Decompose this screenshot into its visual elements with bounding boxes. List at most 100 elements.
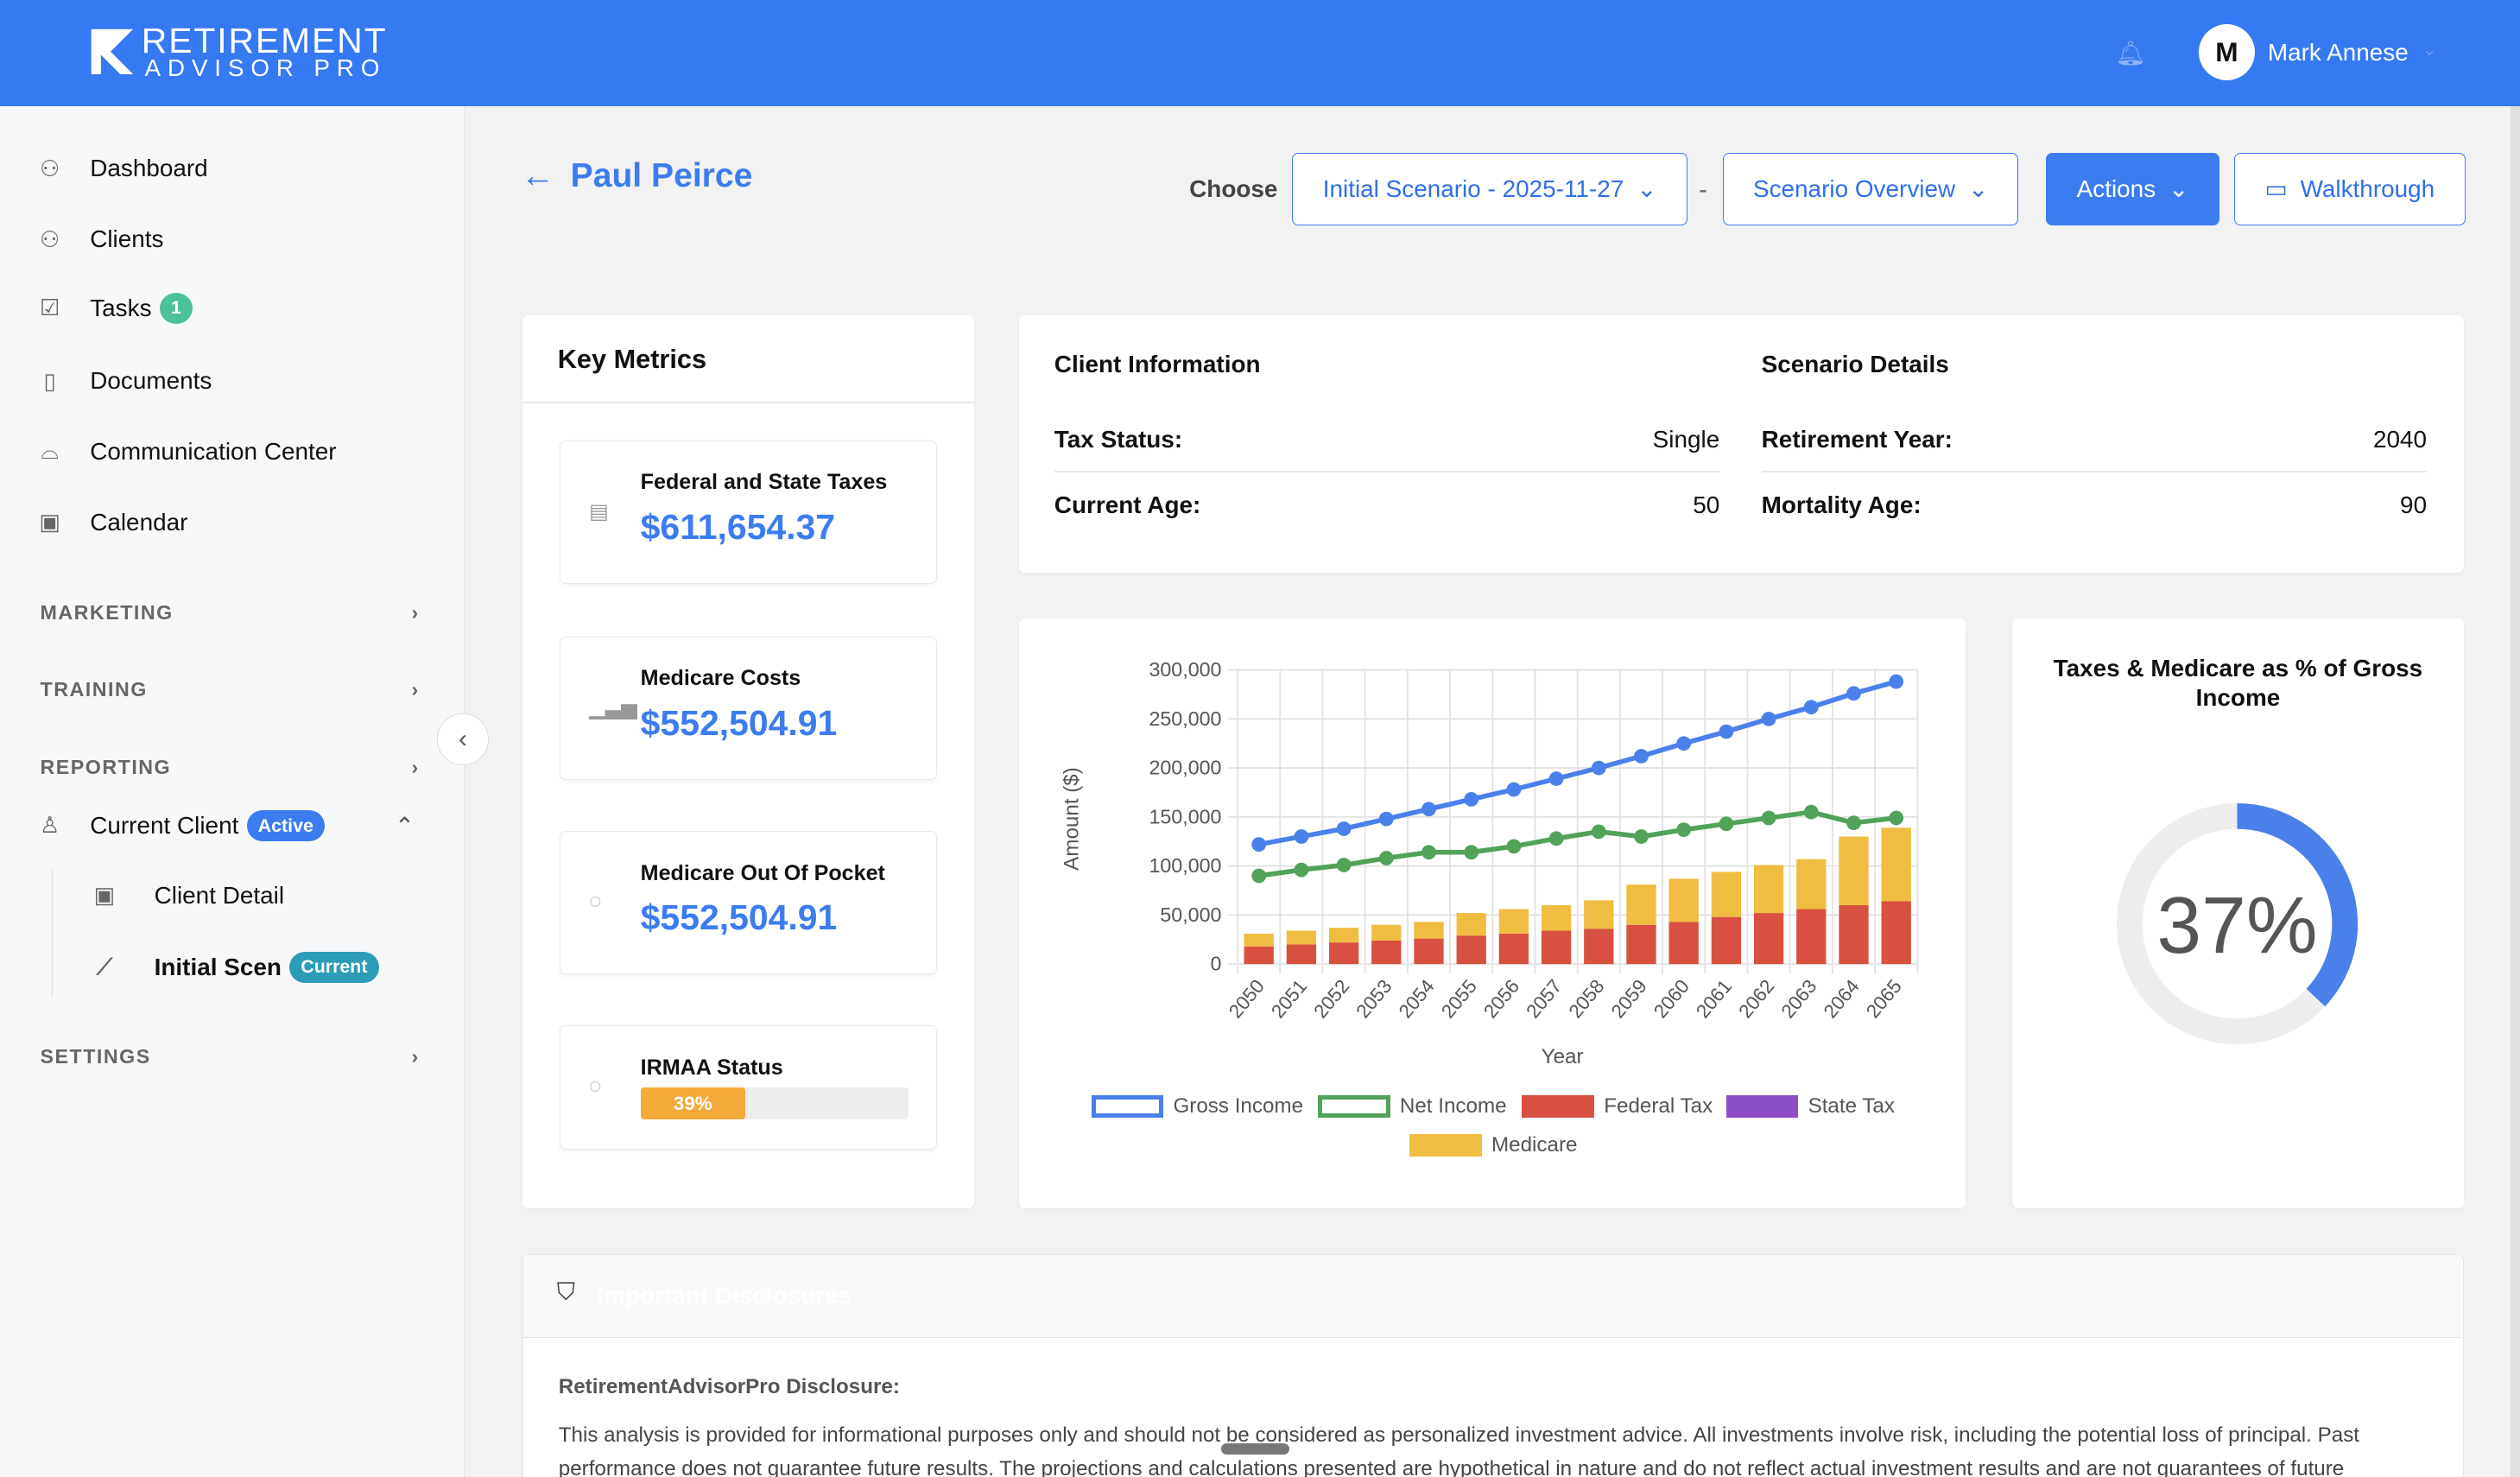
- inbox-icon: ⌓: [41, 437, 59, 464]
- point-gross-income: [1506, 783, 1522, 797]
- legend-medicare[interactable]: Medicare: [1409, 1133, 1577, 1157]
- sidebar-item-client-detail[interactable]: ▣ Client Detail: [90, 881, 284, 910]
- x-tick-label: 2052: [1309, 976, 1353, 1023]
- chevron-down-icon: ⌄: [1968, 175, 1989, 203]
- client-info-card: Client Information Tax Status: Single Cur…: [1018, 314, 2464, 573]
- bar-federal-tax: [1668, 922, 1699, 965]
- choose-label: Choose: [1189, 174, 1278, 202]
- point-gross-income: [1591, 761, 1606, 776]
- legend-net-income[interactable]: Net Income: [1318, 1094, 1507, 1119]
- point-gross-income: [1719, 725, 1734, 739]
- actions-button[interactable]: Actions ⌄: [2046, 152, 2220, 225]
- legend-gross-income[interactable]: Gross Income: [1091, 1094, 1303, 1119]
- point-net-income: [1251, 869, 1266, 884]
- scenario-dropdown[interactable]: Initial Scenario - 2025-11-27 ⌄: [1292, 152, 1688, 225]
- bar-federal-tax: [1711, 917, 1741, 965]
- bell-icon[interactable]: 🔔︎: [2115, 39, 2146, 67]
- disclosure-text: This analysis is provided for informatio…: [558, 1423, 2360, 1477]
- scrollbar[interactable]: [2510, 105, 2520, 1477]
- disclosure-header[interactable]: ⛉ Important Disclosures: [522, 1254, 2462, 1339]
- irmaa-progress-fill: 39%: [640, 1087, 745, 1120]
- walkthrough-button[interactable]: ▭ Walkthrough: [2233, 152, 2466, 225]
- key-metrics-title: Key Metrics: [557, 344, 707, 375]
- line-gross-income: [1258, 679, 1897, 847]
- bar-federal-tax: [1753, 913, 1784, 965]
- view-dropdown[interactable]: Scenario Overview ⌄: [1722, 152, 2019, 225]
- legend-state-tax[interactable]: State Tax: [1725, 1094, 1895, 1119]
- bar-chart-icon: ▁▃▅: [589, 695, 637, 719]
- sidebar-section-training[interactable]: TRAINING ›: [41, 678, 420, 701]
- x-tick-label: 2058: [1564, 976, 1608, 1023]
- y-tick-label: 250,000: [1149, 707, 1221, 730]
- point-gross-income: [1803, 700, 1819, 715]
- sidebar-item-tasks[interactable]: ☑ Tasks 1: [35, 292, 193, 324]
- scroll-handle[interactable]: [1221, 1443, 1289, 1455]
- bar-medicare: [1839, 837, 1869, 906]
- sidebar-item-dashboard[interactable]: ⚇ Dashboard: [35, 155, 208, 183]
- sidebar-section-settings[interactable]: SETTINGS ›: [41, 1045, 420, 1068]
- divider: [522, 402, 974, 404]
- sidebar-item-label: Current Client: [90, 812, 239, 839]
- checkbox-icon: ☑: [40, 295, 60, 321]
- sidebar-item-communication-center[interactable]: ⌓ Communication Center: [35, 437, 336, 466]
- bar-medicare: [1753, 865, 1784, 914]
- metric-label: Medicare Costs: [640, 666, 801, 691]
- bar-medicare: [1626, 884, 1656, 926]
- sidebar-item-calendar[interactable]: ▣ Calendar: [35, 508, 188, 536]
- bar-federal-tax: [1414, 939, 1444, 965]
- disclosure-card: ⛉ Important Disclosures RetirementAdviso…: [522, 1253, 2464, 1477]
- sidebar-section-reporting[interactable]: REPORTING ›: [41, 756, 420, 779]
- point-net-income: [1378, 851, 1394, 866]
- income-chart-card: 0 50,000 100,000 150,000 200,000 250,000 300,0…: [1018, 618, 1966, 1209]
- sidebar: ⚇ Dashboard ⚇ Clients ☑ Tasks 1 ▯ Documents ⌓…: [0, 105, 465, 1477]
- legend-swatch: [1725, 1095, 1799, 1119]
- bar-medicare: [1371, 925, 1402, 941]
- collapse-sidebar-button[interactable]: ‹: [437, 713, 489, 765]
- field-value: 90: [2400, 491, 2428, 519]
- field-label: Retirement Year:: [1761, 426, 1953, 453]
- y-axis-title: Amount ($): [1060, 767, 1084, 872]
- disclosure-title: Important Disclosures: [597, 1282, 852, 1309]
- sidebar-item-clients[interactable]: ⚇ Clients: [35, 225, 164, 254]
- legend-label: Medicare: [1491, 1133, 1578, 1157]
- sidebar-item-documents[interactable]: ▯ Documents: [35, 366, 212, 395]
- bar-federal-tax: [1456, 935, 1486, 965]
- irmaa-progress-bar: 39%: [640, 1087, 909, 1120]
- sidebar-section-marketing[interactable]: MARKETING ›: [41, 601, 420, 624]
- sidebar-item-label: Tasks: [90, 294, 152, 321]
- x-tick-label: 2056: [1479, 976, 1523, 1023]
- legend-swatch: [1318, 1095, 1390, 1119]
- user-name[interactable]: Mark Annese: [2267, 38, 2409, 66]
- separator: -: [1699, 174, 1707, 204]
- logo-icon: [92, 29, 134, 74]
- bar-federal-tax: [1881, 901, 1911, 965]
- metric-medicare-costs: ▁▃▅ Medicare Costs $552,504.91: [559, 636, 937, 780]
- x-tick-label: 2064: [1820, 976, 1864, 1023]
- sidebar-item-label: Calendar: [90, 508, 188, 536]
- back-arrow-icon[interactable]: ←: [520, 157, 555, 195]
- chevron-down-icon[interactable]: ⌄: [2422, 39, 2437, 60]
- page-title: ← Paul Peirce: [521, 157, 752, 195]
- point-net-income: [1633, 829, 1649, 845]
- x-tick-label: 2059: [1607, 976, 1651, 1023]
- calculator-icon: ▤: [589, 499, 609, 523]
- section-label: SETTINGS: [40, 1044, 151, 1068]
- tree-line: [51, 867, 54, 997]
- point-net-income: [1803, 805, 1819, 821]
- sidebar-item-label: Initial Scen: [154, 953, 282, 980]
- metric-federal-state-taxes: ▤ Federal and State Taxes $611,654.37: [559, 440, 937, 584]
- sidebar-item-current-client[interactable]: ♙ Current Client Active ⌃: [35, 809, 415, 842]
- metric-irmaa-status: ◌ IRMAA Status 39%: [559, 1025, 937, 1150]
- divider: [1761, 471, 2428, 473]
- field-value: Single: [1652, 426, 1720, 453]
- point-net-income: [1294, 863, 1309, 878]
- donut-card: Taxes & Medicare as % of Gross Income 37…: [2011, 618, 2464, 1209]
- legend-federal-tax[interactable]: Federal Tax: [1522, 1094, 1713, 1119]
- donut-value: 37%: [2156, 879, 2318, 970]
- sidebar-item-initial-scenario[interactable]: ⟋ Initial Scen Current: [90, 951, 379, 983]
- point-net-income: [1719, 816, 1734, 832]
- sidebar-item-label: Dashboard: [90, 155, 208, 182]
- bar-federal-tax: [1498, 934, 1529, 965]
- point-gross-income: [1251, 837, 1266, 853]
- avatar[interactable]: M: [2198, 23, 2255, 81]
